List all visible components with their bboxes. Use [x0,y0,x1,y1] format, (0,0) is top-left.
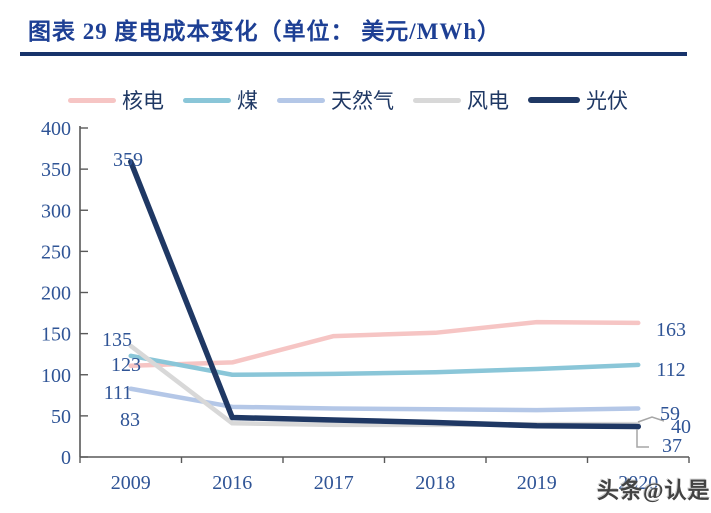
legend-line-swatch [528,97,580,103]
legend-item-3: 风电 [413,85,509,115]
legend-line-swatch [277,97,325,103]
start-value-label: 111 [104,382,133,404]
y-tick-label: 300 [41,200,71,222]
x-tick-label: 2016 [212,472,252,494]
chart-title: 图表 29 度电成本变化（单位： 美元/MWh） [28,19,502,44]
y-tick-label: 0 [61,447,71,469]
legend-label: 天然气 [331,89,394,113]
x-tick-label: 2009 [111,472,151,494]
endpoint-dot [635,423,641,430]
y-tick-label: 200 [41,283,71,305]
legend: 核电 煤 天然气 风电 光伏 [68,85,668,115]
legend-line-swatch [68,97,116,103]
series-line-2 [128,386,641,413]
x-tick-label: 2017 [314,472,354,494]
y-tick-label: 400 [41,118,71,140]
y-tick-label: 50 [51,406,71,428]
start-value-label: 83 [120,409,140,431]
legend-line-swatch [413,97,461,103]
legend-label: 光伏 [586,89,628,113]
series-line-0 [128,319,641,368]
legend-item-2: 天然气 [277,85,394,115]
x-tick-label: 2019 [517,472,557,494]
legend-label: 核电 [122,89,164,113]
legend-label: 风电 [467,89,509,113]
start-value-label: 123 [111,354,141,376]
title-rule [20,52,687,56]
end-value-label: 163 [656,319,686,341]
leader-line-solar [636,429,649,448]
end-value-label: 59 [660,403,680,425]
series-line-4 [128,158,641,430]
leader-line-wind [637,416,665,423]
end-value-label: 40 [671,416,691,438]
end-value-label: 112 [656,359,685,381]
y-tick-label: 100 [41,365,71,387]
start-value-label: 359 [113,149,143,171]
start-value-label: 135 [102,329,132,351]
legend-item-4: 光伏 [528,85,628,115]
y-tick-label: 350 [41,159,71,181]
legend-label: 煤 [237,89,258,113]
legend-item-1: 煤 [183,85,258,115]
x-tick-label: 2020 [618,472,658,494]
y-tick-label: 150 [41,324,71,346]
x-tick-label: 2018 [415,472,455,494]
y-tick-label: 250 [41,241,71,263]
end-value-label: 37 [662,435,682,457]
watermark: 头条@认是 [597,478,711,503]
legend-item-0: 核电 [68,85,164,115]
legend-line-swatch [183,97,231,103]
